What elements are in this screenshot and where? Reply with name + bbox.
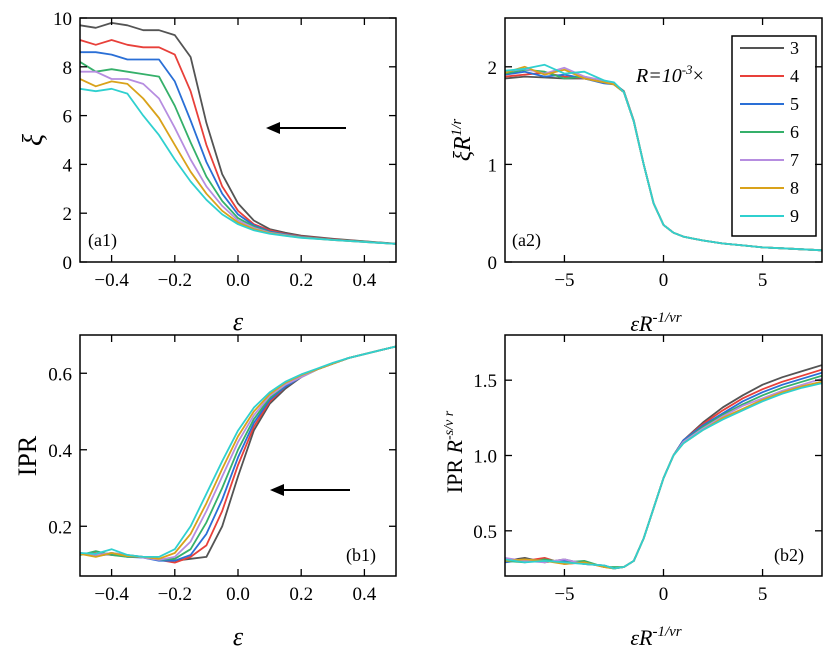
x-tick-label-b1: 0.0: [226, 584, 250, 605]
x-tick-label-a2: 5: [758, 270, 768, 291]
series-line-a1-6: [80, 61, 396, 245]
x-tick-label-b2: 5: [758, 584, 768, 605]
x-tick-label-b1: −0.2: [158, 584, 192, 605]
x-tick-label-a1: 0.2: [289, 270, 313, 291]
series-line-b2-7: [505, 377, 822, 570]
y-tick-label-b2: 0.5: [473, 522, 497, 543]
series-line-b1-8: [80, 345, 396, 560]
legend-label-9: 9: [790, 206, 799, 226]
y-tick-label-b2: 1.0: [473, 447, 497, 468]
shift-arrow-a1: [266, 122, 346, 134]
shift-arrow-b1: [270, 484, 350, 496]
legend-label-6: 6: [790, 122, 799, 142]
legend-label-5: 5: [790, 94, 799, 114]
y-tick-label-a1: 6: [63, 107, 73, 128]
panel-b1: −0.4 −0.2 0.0 0.2 0.4 0.2 0.4 0.6 (b1) ε IPR: [13, 334, 397, 651]
legend-label-3: 3: [790, 38, 799, 58]
panel-label-a1: (a1): [88, 230, 117, 251]
x-axis-label-b1: ε: [233, 622, 244, 651]
series-line-b2-8: [505, 380, 822, 570]
series-line-b1-4: [80, 345, 396, 564]
y-axis-label-b2: IPR R-s/ν r: [442, 410, 467, 493]
plot-frame-b2: [504, 334, 823, 577]
y-tick-label-b1: 0.4: [48, 441, 72, 462]
y-tick-label-a1: 2: [63, 204, 73, 225]
y-axis-label-a2: ξR1/r: [449, 119, 476, 162]
legend-label-4: 4: [790, 66, 799, 86]
panel-a2: −5 0 5 0 1 2 (a2) εR-1/νr ξR1/r 3 4 5 6 7 8 9 R=10-…: [449, 17, 823, 336]
x-tick-label-a2: −5: [554, 270, 574, 291]
series-line-b2-5: [505, 371, 822, 570]
series-line-a1-5: [80, 51, 396, 245]
x-tick-label-b2: −5: [554, 584, 574, 605]
y-tick-label-a1: 4: [63, 155, 73, 176]
series-line-b1-9: [80, 345, 396, 558]
panel-a1: −0.4 −0.2 0.0 0.2 0.4 0 2 4 6 8 10 (a1) ε ξ: [18, 9, 397, 336]
x-tick-label-a1: −0.4: [94, 270, 129, 291]
series-line-b1-3: [80, 345, 396, 562]
y-tick-label-a2: 0: [488, 253, 498, 274]
series-line-a1-9: [80, 87, 396, 245]
legend-box: [731, 35, 817, 237]
y-axis-label-a1: ξ: [18, 134, 49, 146]
legend-label-7: 7: [790, 150, 799, 170]
series-line-a1-8: [80, 78, 396, 245]
legend-label-8: 8: [790, 178, 799, 198]
panel-label-b1: (b1): [346, 545, 376, 566]
y-axis-label-b1: IPR: [13, 435, 42, 476]
series-line-b1-6: [80, 345, 396, 561]
legend-title: R=10-3×: [635, 62, 704, 87]
x-tick-label-a1: 0.4: [353, 270, 377, 291]
y-tick-label-b1: 0.2: [48, 517, 72, 538]
x-tick-label-b1: 0.4: [353, 584, 377, 605]
x-tick-label-b2: 0: [659, 584, 669, 605]
panel-label-a2: (a2): [512, 230, 541, 251]
y-tick-label-a1: 0: [63, 253, 73, 274]
series-line-b2-6: [505, 374, 822, 568]
y-tick-label-b2: 1.5: [473, 371, 497, 392]
y-tick-label-a2: 2: [488, 58, 498, 79]
panel-b2: −5 0 5 0.5 1.0 1.5 (b2) εR-1/νr IPR R-s/ν r: [442, 334, 823, 650]
series-line-a2-9: [505, 63, 822, 252]
x-axis-label-b2: εR-1/νr: [630, 624, 681, 650]
panel-label-b2: (b2): [774, 545, 804, 566]
legend: 3 4 5 6 7 8 9 R=10-3×: [635, 35, 817, 237]
x-tick-label-b1: 0.2: [289, 584, 313, 605]
x-tick-label-a2: 0: [659, 270, 669, 291]
y-tick-label-a1: 10: [53, 9, 72, 30]
x-tick-label-a1: −0.2: [158, 270, 192, 291]
x-axis-label-a2: εR-1/νr: [630, 310, 681, 336]
series-line-b1-5: [80, 345, 396, 562]
x-tick-label-a1: 0.0: [226, 270, 250, 291]
x-axis-label-a1: ε: [233, 307, 244, 336]
y-tick-label-a2: 1: [488, 155, 498, 176]
y-tick-label-b1: 0.6: [48, 364, 72, 385]
series-line-b2-9: [505, 382, 822, 570]
series-line-b2-4: [505, 368, 822, 570]
y-tick-label-a1: 8: [63, 58, 73, 79]
series-line-b1-7: [80, 345, 396, 561]
plot-frame-a1: [79, 17, 397, 263]
x-tick-label-b1: −0.4: [94, 584, 129, 605]
